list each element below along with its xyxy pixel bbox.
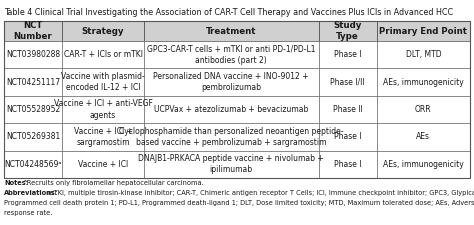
Text: Vaccine + ICI: Vaccine + ICI bbox=[78, 160, 128, 169]
Text: NCT05269381: NCT05269381 bbox=[6, 132, 60, 141]
Text: GPC3-CAR-T cells + mTKI or anti PD-1/PD-L1
antibodies (part 2): GPC3-CAR-T cells + mTKI or anti PD-1/PD-… bbox=[147, 45, 315, 65]
Bar bbox=[4, 96, 62, 123]
Text: response rate.: response rate. bbox=[4, 210, 52, 216]
Bar bbox=[377, 123, 470, 151]
Text: Treatment: Treatment bbox=[206, 27, 256, 36]
Text: AEs, immunogenicity: AEs, immunogenicity bbox=[383, 160, 464, 169]
Text: mTKI, multiple tirosin-kinase inhibitor; CAR-T, Chimeric antigen receptor T Cell: mTKI, multiple tirosin-kinase inhibitor;… bbox=[46, 190, 474, 196]
Bar bbox=[144, 96, 319, 123]
Bar bbox=[62, 21, 144, 41]
Text: Phase I: Phase I bbox=[334, 50, 361, 59]
Bar bbox=[144, 21, 319, 41]
Bar bbox=[319, 123, 377, 151]
Text: ᵃRecruits only fibrolamellar hepatocellular carcinoma.: ᵃRecruits only fibrolamellar hepatocellu… bbox=[22, 180, 204, 186]
Bar bbox=[62, 96, 144, 123]
Text: DNAJB1-PRKACA peptide vaccine + nivolumab +
ipilimumab: DNAJB1-PRKACA peptide vaccine + nivoluma… bbox=[138, 154, 324, 174]
Text: Phase II: Phase II bbox=[333, 105, 363, 114]
Text: Primary End Point: Primary End Point bbox=[379, 27, 467, 36]
Text: Strategy: Strategy bbox=[82, 27, 124, 36]
Bar bbox=[377, 151, 470, 178]
Text: ORR: ORR bbox=[415, 105, 432, 114]
Text: Cyclophosphamide than personalized neoantigen peptide-
based vaccine + pembroliz: Cyclophosphamide than personalized neoan… bbox=[119, 127, 344, 147]
Text: NCT03980288: NCT03980288 bbox=[6, 50, 60, 59]
Bar bbox=[4, 151, 62, 178]
Text: Notes:: Notes: bbox=[4, 180, 28, 186]
Text: Personalized DNA vaccine + INO-9012 +
pembrolizumab: Personalized DNA vaccine + INO-9012 + pe… bbox=[154, 72, 309, 92]
Bar bbox=[62, 68, 144, 96]
Text: NCT
Number: NCT Number bbox=[14, 21, 53, 41]
Text: CAR-T + ICIs or mTKI: CAR-T + ICIs or mTKI bbox=[64, 50, 143, 59]
Text: DLT, MTD: DLT, MTD bbox=[406, 50, 441, 59]
Text: NCT04248569ᵃ: NCT04248569ᵃ bbox=[4, 160, 62, 169]
Text: Abbreviations:: Abbreviations: bbox=[4, 190, 58, 196]
Bar bbox=[4, 21, 62, 41]
Bar bbox=[319, 41, 377, 68]
Text: Vaccine with plasmid-
encoded IL-12 + ICI: Vaccine with plasmid- encoded IL-12 + IC… bbox=[61, 72, 145, 92]
Text: NCT05528952: NCT05528952 bbox=[6, 105, 60, 114]
Bar bbox=[62, 151, 144, 178]
Text: Phase I: Phase I bbox=[334, 160, 361, 169]
Bar bbox=[319, 96, 377, 123]
Bar bbox=[377, 96, 470, 123]
Bar bbox=[319, 151, 377, 178]
Bar bbox=[144, 41, 319, 68]
Bar bbox=[144, 123, 319, 151]
Text: Phase I: Phase I bbox=[334, 132, 361, 141]
Bar bbox=[4, 68, 62, 96]
Bar bbox=[144, 151, 319, 178]
Bar bbox=[4, 123, 62, 151]
Text: Phase I/II: Phase I/II bbox=[330, 78, 365, 87]
Bar bbox=[4, 21, 470, 178]
Text: NCT04251117: NCT04251117 bbox=[6, 78, 60, 87]
Bar bbox=[319, 21, 377, 41]
Text: Study
Type: Study Type bbox=[334, 21, 362, 41]
Bar bbox=[377, 68, 470, 96]
Bar bbox=[377, 21, 470, 41]
Bar bbox=[62, 123, 144, 151]
Bar bbox=[4, 41, 62, 68]
Text: AEs: AEs bbox=[416, 132, 430, 141]
Bar bbox=[144, 68, 319, 96]
Bar bbox=[319, 68, 377, 96]
Text: AEs, immunogenicity: AEs, immunogenicity bbox=[383, 78, 464, 87]
Bar bbox=[377, 41, 470, 68]
Text: UCPVax + atezolizumab + bevacizumab: UCPVax + atezolizumab + bevacizumab bbox=[154, 105, 309, 114]
Text: Table 4 Clinical Trial Investigating the Association of CAR-T Cell Therapy and V: Table 4 Clinical Trial Investigating the… bbox=[4, 8, 453, 17]
Text: Vaccine + ICI +
sargramostim: Vaccine + ICI + sargramostim bbox=[73, 127, 133, 147]
Bar bbox=[62, 41, 144, 68]
Text: Vaccine + ICI + anti-VEGF
agents: Vaccine + ICI + anti-VEGF agents bbox=[54, 99, 153, 119]
Text: Programmed cell death protein 1; PD-L1, Programmed death-ligand 1; DLT, Dose lim: Programmed cell death protein 1; PD-L1, … bbox=[4, 200, 474, 206]
